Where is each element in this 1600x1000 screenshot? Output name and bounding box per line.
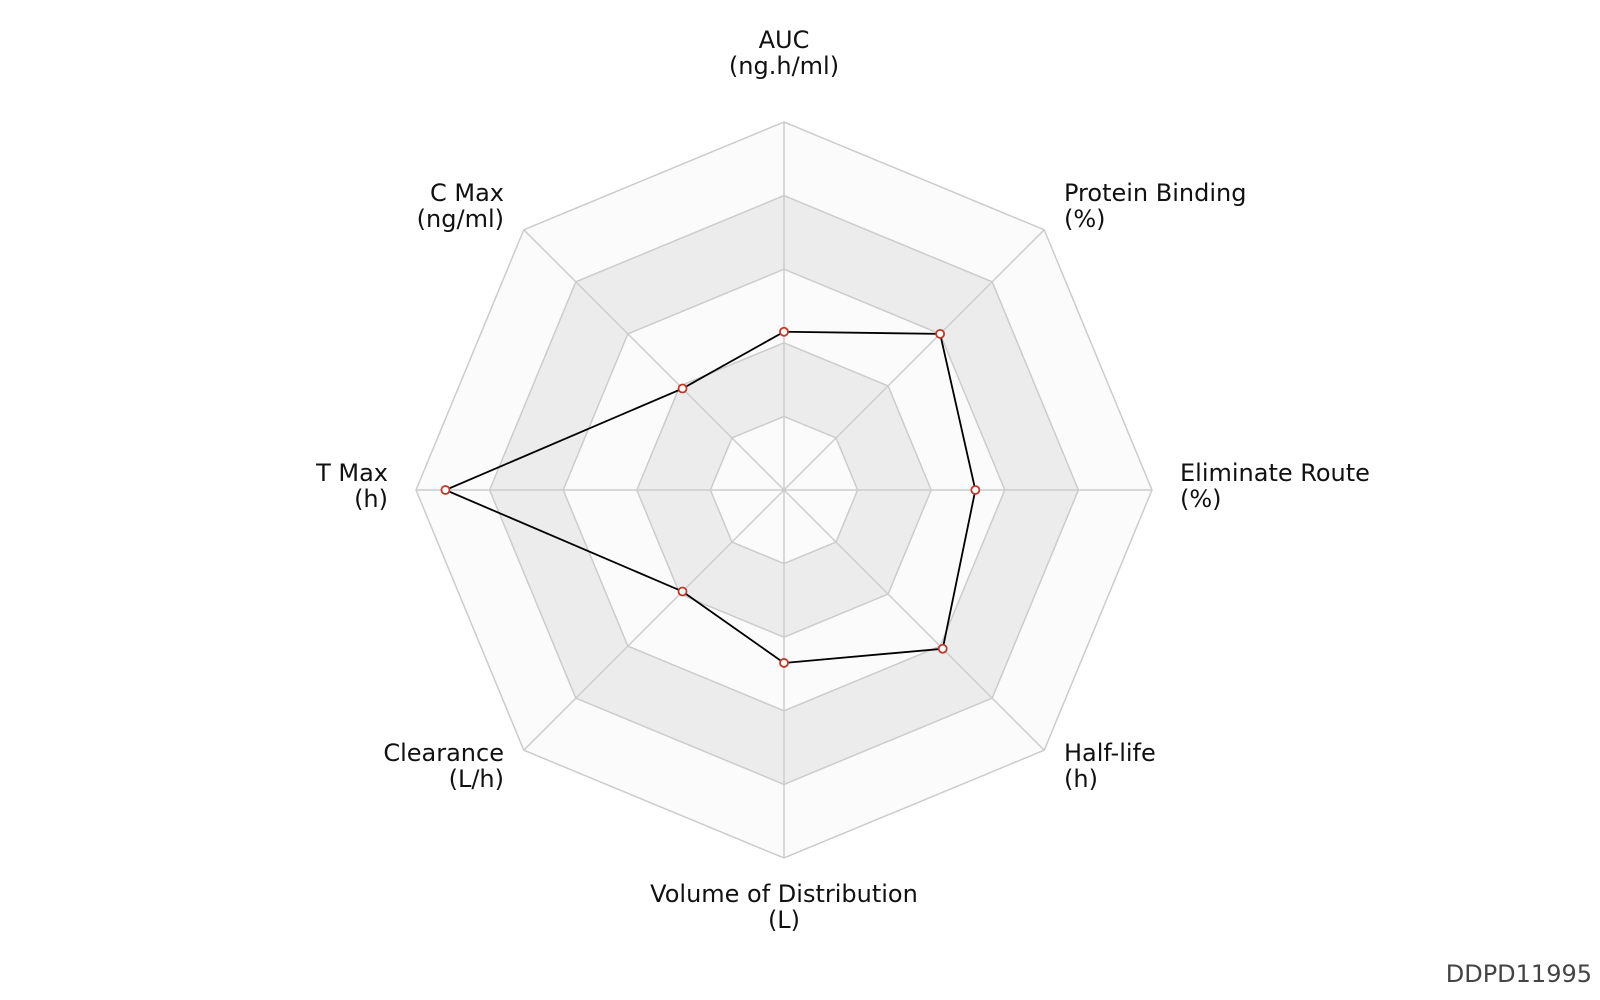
axis-name-6: T Max: [315, 459, 388, 487]
axis-unit-7: (ng/ml): [417, 205, 504, 233]
data-point-3: [937, 643, 948, 654]
axis-label-6: T Max (h): [315, 459, 388, 513]
data-point-5: [677, 586, 688, 597]
axis-name-0: AUC: [759, 26, 810, 54]
axis-label-4: Volume of Distribution (L): [650, 880, 918, 934]
spoke-1: [783, 229, 1045, 491]
grid-spokes: [416, 122, 1152, 858]
data-point-2: [970, 485, 981, 495]
spoke-7: [523, 229, 785, 491]
axis-unit-3: (h): [1064, 765, 1098, 793]
data-point-6: [440, 485, 451, 495]
data-point-7: [677, 383, 688, 394]
axis-label-3: Half-life (h): [1064, 739, 1156, 793]
spoke-3: [783, 489, 1045, 751]
spoke-5: [523, 489, 785, 751]
axis-name-7: C Max: [430, 179, 504, 207]
data-point-1: [935, 328, 946, 339]
axis-label-7: C Max (ng/ml): [417, 179, 504, 233]
axis-unit-0: (ng.h/ml): [729, 52, 839, 80]
axis-unit-6: (h): [354, 485, 388, 513]
axis-name-4: Volume of Distribution: [650, 880, 918, 908]
axis-unit-4: (L): [768, 906, 800, 934]
axis-unit-5: (L/h): [449, 765, 504, 793]
axis-name-3: Half-life: [1064, 739, 1156, 767]
data-series: [440, 326, 981, 668]
axis-label-1: Protein Binding (%): [1064, 179, 1246, 233]
axis-name-1: Protein Binding: [1064, 179, 1246, 207]
axis-unit-1: (%): [1064, 205, 1106, 233]
axis-unit-2: (%): [1180, 485, 1222, 513]
axis-name-2: Eliminate Route: [1180, 459, 1370, 487]
data-point-4: [779, 658, 789, 668]
axis-labels: AUC (ng.h/ml)Protein Binding (%)Eliminate …: [315, 26, 1370, 934]
axis-name-5: Clearance: [383, 739, 504, 767]
watermark-id: DDPD11995: [1445, 960, 1592, 988]
axis-label-0: AUC (ng.h/ml): [729, 26, 839, 80]
axis-label-5: Clearance (L/h): [383, 739, 504, 793]
data-point-0: [779, 326, 789, 337]
axis-label-2: Eliminate Route (%): [1180, 459, 1370, 513]
